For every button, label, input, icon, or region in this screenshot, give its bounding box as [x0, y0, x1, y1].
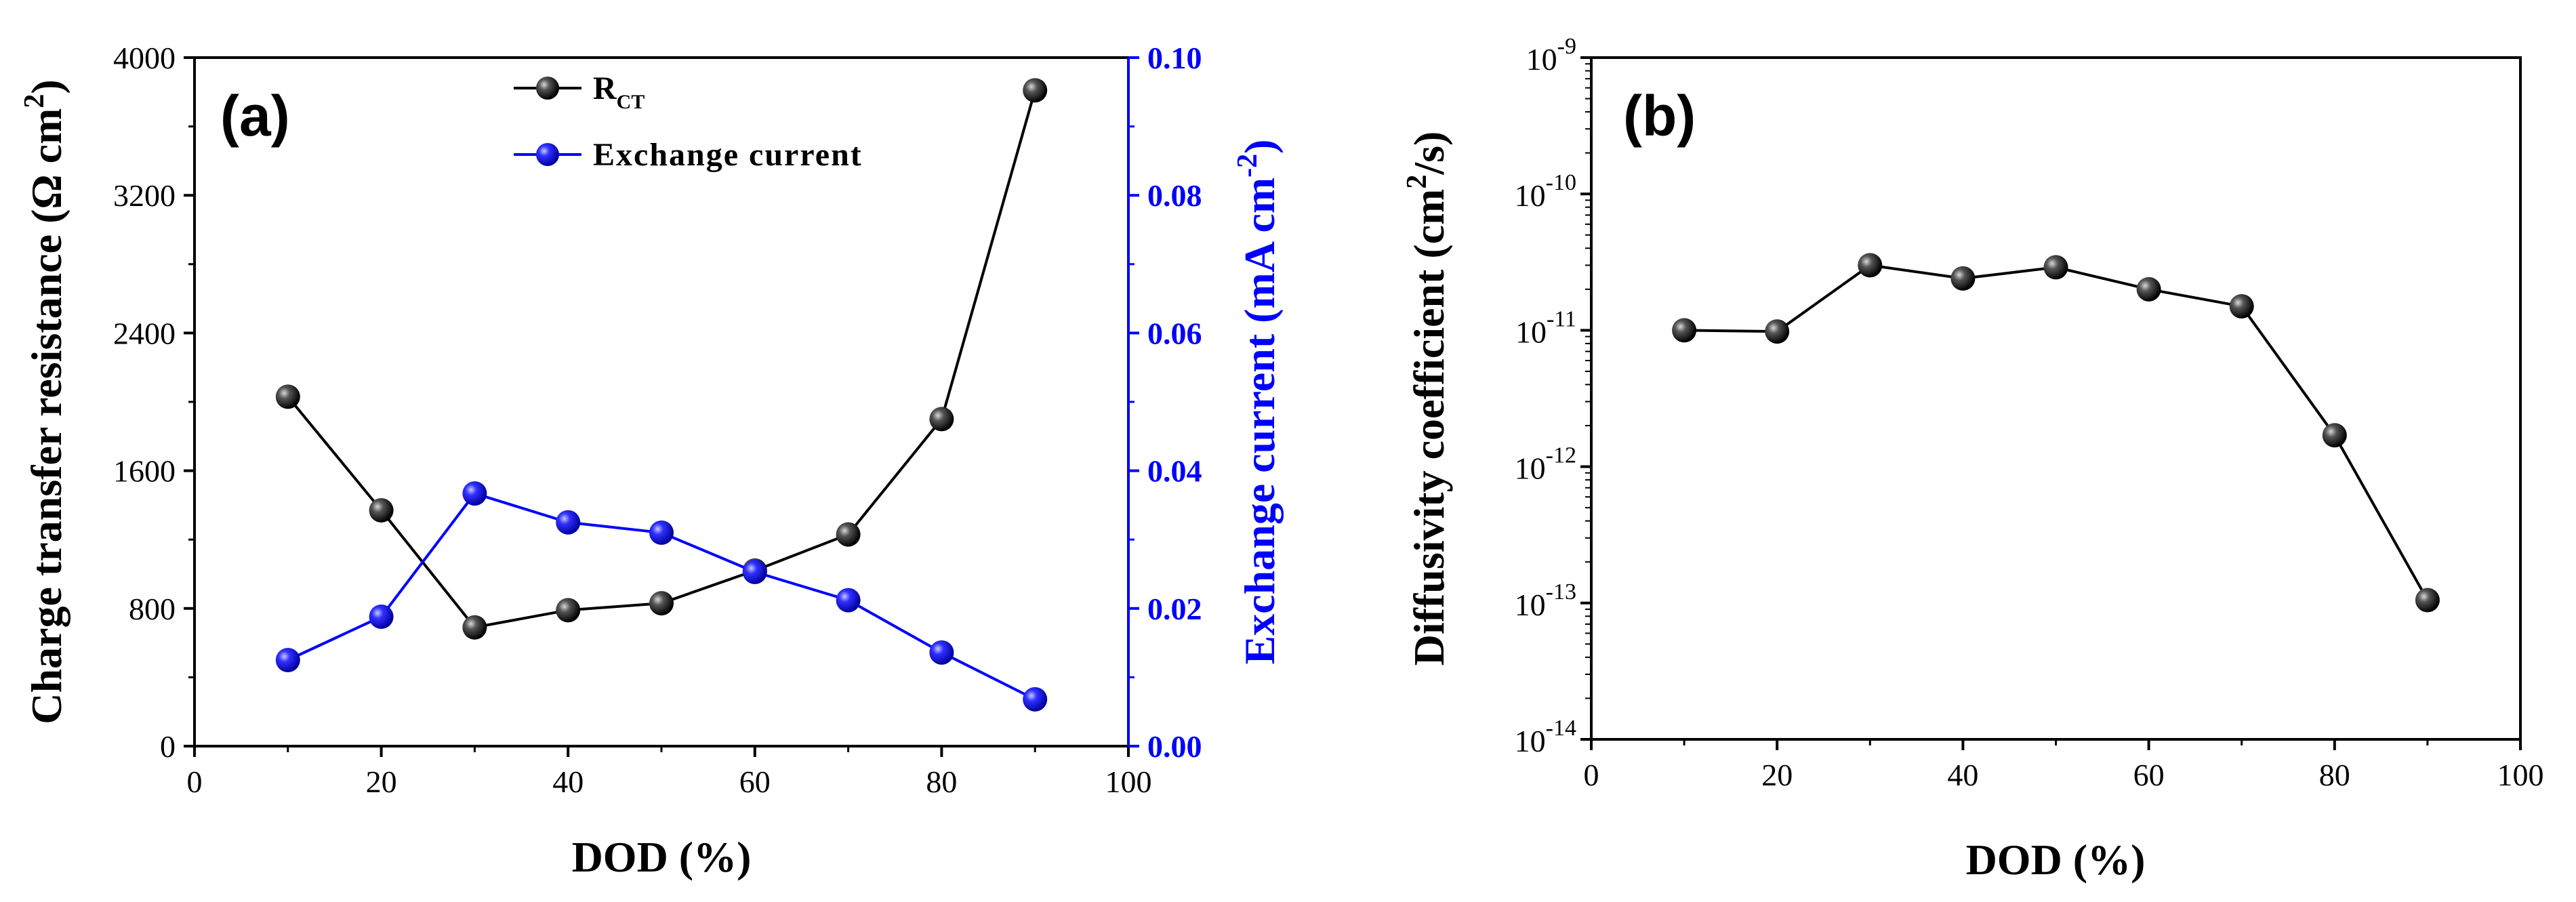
y-tick-label-left-a: 0	[160, 729, 176, 764]
y-tick-label-b: 10-14	[1515, 716, 1576, 758]
data-point-rct	[649, 591, 674, 616]
data-point-diffusivity	[2043, 255, 2068, 280]
data-point-rct	[556, 598, 581, 623]
data-point-exchange-current	[836, 588, 861, 613]
data-point-diffusivity	[1672, 318, 1697, 343]
y-axis-title-b: Diffusivity coefficient (cm2/s)	[1402, 131, 1453, 666]
x-tick-label-a: 100	[1105, 764, 1152, 799]
x-tick-label-b: 20	[1761, 758, 1793, 792]
legend-label-rct: RCT	[593, 70, 645, 113]
y-axis-title-right-a: Exchange current (mA cm-2)	[1232, 140, 1284, 665]
chart-panel-b: 0 20 40 60 80 100 10-14 10-13 10-12 10-11 10-10 10-…	[1402, 34, 2544, 884]
y-tick-label-right-a: 0.00	[1147, 729, 1202, 764]
y-tick-label-left-a: 800	[129, 592, 176, 626]
legend-a: RCT Exchange current	[514, 70, 863, 173]
data-point-rct	[369, 498, 394, 523]
data-point-rct	[836, 522, 861, 547]
x-tick-label-b: 40	[1947, 758, 1978, 792]
x-tick-label-a: 40	[552, 764, 584, 799]
data-point-exchange-current	[275, 648, 300, 672]
y-tick-label-right-a: 0.10	[1147, 41, 1202, 75]
data-point-rct	[929, 407, 954, 432]
panel-label-a: (a)	[220, 84, 290, 148]
y-tick-label-b: 10-10	[1515, 170, 1576, 213]
data-point-exchange-current	[929, 640, 954, 665]
data-point-diffusivity	[1858, 253, 1883, 278]
plot-frame-b	[1590, 56, 2522, 741]
y-tick-label-right-a: 0.02	[1147, 592, 1202, 626]
data-point-diffusivity	[2229, 293, 2254, 319]
data-point-rct	[275, 384, 300, 409]
x-tick-label-b: 60	[2133, 758, 2165, 792]
chart-panel-a: 0 20 40 60 80 100 0 800 1600 2400 3200 4000 0.00 0.02…	[19, 41, 1284, 881]
data-point-rct	[462, 615, 487, 640]
panel-label-b: (b)	[1623, 84, 1696, 148]
x-tick-label-a: 0	[187, 764, 203, 799]
data-point-diffusivity	[1950, 266, 1976, 291]
series-line-diffusivity	[1684, 264, 2429, 601]
data-point-rct	[1023, 78, 1048, 103]
data-point-exchange-current	[556, 510, 581, 535]
data-point-exchange-current	[649, 520, 674, 546]
y-tick-label-left-a: 2400	[113, 316, 176, 350]
x-tick-label-a: 20	[366, 764, 397, 799]
x-tick-label-b: 0	[1584, 758, 1599, 792]
y-tick-label-b: 10-9	[1526, 34, 1576, 77]
x-tick-label-b: 80	[2319, 758, 2350, 792]
data-point-exchange-current	[462, 481, 487, 506]
x-axis-title-a: DOD (%)	[572, 833, 752, 881]
data-point-diffusivity	[2322, 423, 2347, 448]
legend-marker-exchange-current	[536, 143, 559, 166]
x-tick-label-a: 80	[926, 764, 957, 799]
y-tick-label-left-a: 3200	[113, 178, 176, 213]
y-tick-label-left-a: 4000	[113, 41, 176, 75]
y-tick-label-b: 10-11	[1515, 306, 1576, 349]
x-axis-title-b: DOD (%)	[1966, 836, 2146, 884]
data-point-exchange-current	[1023, 686, 1048, 712]
x-tick-label-b: 100	[2497, 758, 2544, 792]
y-tick-label-b: 10-13	[1515, 579, 1576, 622]
y-tick-label-right-a: 0.08	[1147, 178, 1202, 213]
legend-marker-rct	[536, 77, 559, 100]
y-tick-label-left-a: 1600	[113, 454, 176, 489]
data-point-exchange-current	[742, 559, 767, 584]
legend-label-exchange-current: Exchange current	[593, 137, 863, 173]
y-tick-label-right-a: 0.04	[1147, 454, 1202, 489]
data-point-diffusivity	[2415, 588, 2440, 613]
data-point-exchange-current	[369, 604, 394, 629]
y-tick-label-right-a: 0.06	[1147, 316, 1202, 350]
y-axis-title-left-a: Charge transfer resistance (Ω cm2)	[19, 79, 70, 724]
data-point-diffusivity	[2136, 276, 2161, 302]
x-tick-label-a: 60	[739, 764, 771, 799]
data-point-diffusivity	[1765, 319, 1790, 344]
y-tick-label-b: 10-12	[1515, 443, 1576, 486]
